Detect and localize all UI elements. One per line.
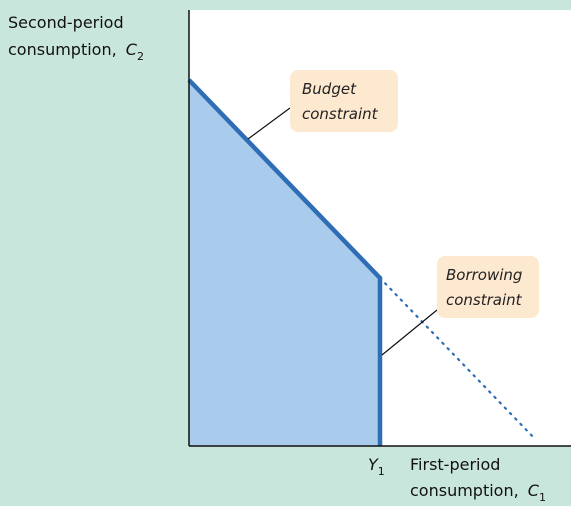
callout-text: Borrowing: [446, 266, 522, 284]
label-subscript: 1: [539, 491, 546, 504]
callout-text: constraint: [446, 291, 523, 309]
income-label: Y1: [368, 455, 385, 478]
feasible-region: [189, 80, 380, 446]
x-axis-label: First-period: [410, 455, 500, 474]
callout-box: [290, 70, 398, 132]
label-variable: C: [126, 40, 138, 59]
y-axis-label: Second-period: [8, 13, 124, 32]
label-text: consumption,: [410, 481, 519, 500]
constraint-line: [187, 78, 383, 446]
relaxed-budget-line: [378, 276, 538, 442]
label-subscript: 2: [137, 50, 144, 63]
label-variable: Y: [368, 455, 379, 474]
label-text: consumption,: [8, 40, 117, 59]
callout-box: [437, 256, 539, 318]
leader-line: [247, 107, 291, 140]
leader-line: [381, 309, 438, 356]
label-variable: C: [528, 481, 540, 500]
label-subscript: 1: [378, 465, 385, 478]
callout-text: Budget: [302, 80, 357, 98]
y-axis-label: consumption, C2: [8, 40, 144, 63]
x-axis-label: consumption, C1: [410, 481, 546, 504]
callout-text: constraint: [302, 105, 379, 123]
